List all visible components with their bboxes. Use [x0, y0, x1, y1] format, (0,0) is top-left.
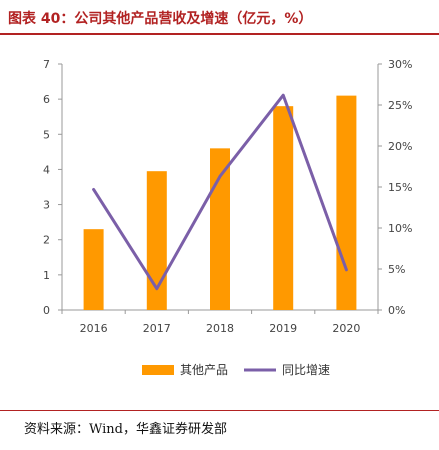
y-right-tick-label: 5% [388, 263, 405, 276]
y-right-tick-label: 25% [388, 99, 412, 112]
y-left-tick-label: 3 [43, 199, 50, 212]
y-right-tick-label: 10% [388, 222, 412, 235]
y-left-tick-label: 5 [43, 128, 50, 141]
bar [336, 95, 357, 310]
legend-bar-label: 其他产品 [180, 363, 228, 377]
x-tick-label: 2020 [332, 322, 360, 335]
y-left-tick-label: 4 [43, 163, 50, 176]
source-note: 资料来源：Wind，华鑫证券研发部 [24, 422, 227, 437]
title-rule [0, 33, 439, 35]
y-right-tick-label: 0% [388, 304, 405, 317]
chart-canvas: 0 1 2 3 4 5 6 7 0% 5% 10% 15% 20% 25% 30% 2016 2017 2018 2… [43, 58, 412, 377]
x-tick-label: 2016 [80, 322, 108, 335]
figure-title: 图表 40：公司其他产品营收及增速（亿元，%） [8, 11, 313, 27]
y-left-tick-label: 7 [43, 58, 50, 71]
y-right-tick-label: 15% [388, 181, 412, 194]
bar [146, 171, 167, 310]
bar [210, 148, 230, 310]
source-rule [0, 410, 439, 411]
bar [83, 229, 104, 310]
x-tick-label: 2019 [269, 322, 297, 335]
legend-line-label: 同比增速 [282, 363, 330, 377]
y-left-tick-label: 1 [43, 269, 50, 282]
x-tick-label: 2018 [206, 322, 234, 335]
y-right-tick-label: 30% [388, 58, 412, 71]
y-right-tick-label: 20% [388, 140, 412, 153]
y-left-tick-label: 0 [43, 304, 50, 317]
bar [273, 106, 294, 311]
y-left-tick-label: 6 [43, 93, 50, 106]
x-tick-label: 2017 [143, 322, 171, 335]
y-left-tick-label: 2 [43, 234, 50, 247]
legend-bar-swatch [142, 365, 174, 375]
